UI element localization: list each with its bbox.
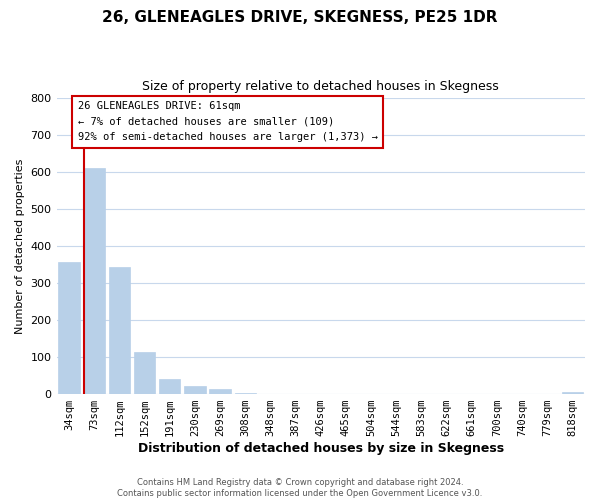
Bar <box>184 386 206 394</box>
Text: Contains HM Land Registry data © Crown copyright and database right 2024.
Contai: Contains HM Land Registry data © Crown c… <box>118 478 482 498</box>
Bar <box>209 390 231 394</box>
Bar <box>109 268 130 394</box>
X-axis label: Distribution of detached houses by size in Skegness: Distribution of detached houses by size … <box>138 442 504 455</box>
Bar <box>83 168 105 394</box>
Y-axis label: Number of detached properties: Number of detached properties <box>15 158 25 334</box>
Bar <box>562 392 583 394</box>
Text: 26 GLENEAGLES DRIVE: 61sqm
← 7% of detached houses are smaller (109)
92% of semi: 26 GLENEAGLES DRIVE: 61sqm ← 7% of detac… <box>77 102 377 142</box>
Bar <box>235 392 256 394</box>
Bar <box>159 380 181 394</box>
Text: 26, GLENEAGLES DRIVE, SKEGNESS, PE25 1DR: 26, GLENEAGLES DRIVE, SKEGNESS, PE25 1DR <box>102 10 498 25</box>
Title: Size of property relative to detached houses in Skegness: Size of property relative to detached ho… <box>142 80 499 93</box>
Bar <box>134 352 155 394</box>
Bar <box>58 262 80 394</box>
